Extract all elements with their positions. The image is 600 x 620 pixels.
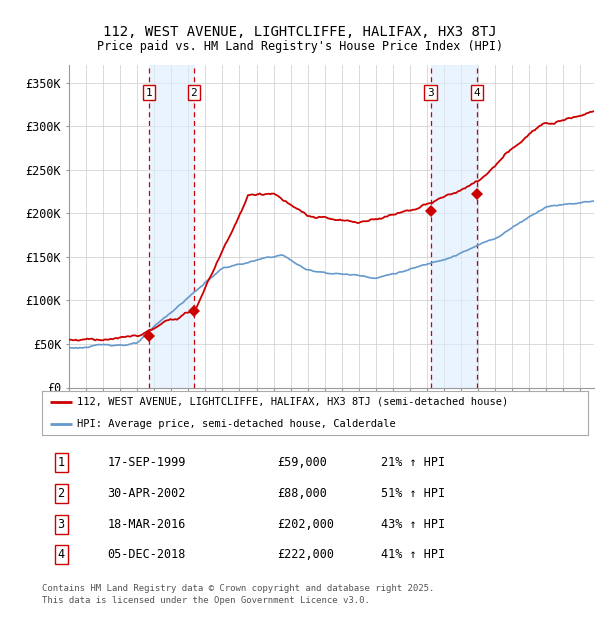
Text: 3: 3 <box>58 518 65 531</box>
Text: 18-MAR-2016: 18-MAR-2016 <box>107 518 186 531</box>
Text: Contains HM Land Registry data © Crown copyright and database right 2025.: Contains HM Land Registry data © Crown c… <box>42 584 434 593</box>
Text: 51% ↑ HPI: 51% ↑ HPI <box>380 487 445 500</box>
Text: 05-DEC-2018: 05-DEC-2018 <box>107 548 186 561</box>
Text: £59,000: £59,000 <box>277 456 326 469</box>
Text: 4: 4 <box>58 548 65 561</box>
Text: This data is licensed under the Open Government Licence v3.0.: This data is licensed under the Open Gov… <box>42 596 370 606</box>
Text: £222,000: £222,000 <box>277 548 334 561</box>
Text: 112, WEST AVENUE, LIGHTCLIFFE, HALIFAX, HX3 8TJ: 112, WEST AVENUE, LIGHTCLIFFE, HALIFAX, … <box>103 25 497 39</box>
Text: 2: 2 <box>191 87 197 97</box>
Text: 17-SEP-1999: 17-SEP-1999 <box>107 456 186 469</box>
Text: 1: 1 <box>58 456 65 469</box>
Text: 1: 1 <box>146 87 152 97</box>
Bar <box>431 65 477 388</box>
Text: 4: 4 <box>473 87 480 97</box>
Text: £202,000: £202,000 <box>277 518 334 531</box>
Text: 43% ↑ HPI: 43% ↑ HPI <box>380 518 445 531</box>
Text: Price paid vs. HM Land Registry's House Price Index (HPI): Price paid vs. HM Land Registry's House … <box>97 40 503 53</box>
Text: 3: 3 <box>427 87 434 97</box>
Text: 30-APR-2002: 30-APR-2002 <box>107 487 186 500</box>
Text: 112, WEST AVENUE, LIGHTCLIFFE, HALIFAX, HX3 8TJ (semi-detached house): 112, WEST AVENUE, LIGHTCLIFFE, HALIFAX, … <box>77 397 509 407</box>
Text: 21% ↑ HPI: 21% ↑ HPI <box>380 456 445 469</box>
Bar <box>149 65 194 388</box>
Text: 41% ↑ HPI: 41% ↑ HPI <box>380 548 445 561</box>
Text: 2: 2 <box>58 487 65 500</box>
Text: £88,000: £88,000 <box>277 487 326 500</box>
Text: HPI: Average price, semi-detached house, Calderdale: HPI: Average price, semi-detached house,… <box>77 419 396 429</box>
